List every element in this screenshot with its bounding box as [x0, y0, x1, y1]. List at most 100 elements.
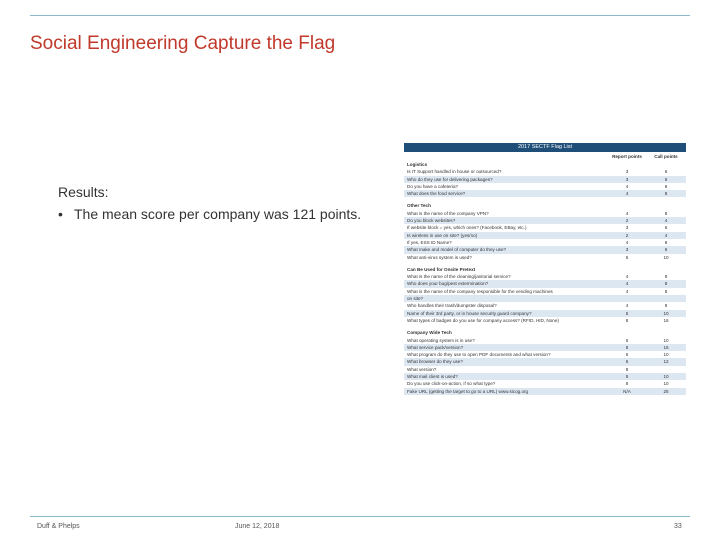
row-report-points: 4 — [625, 281, 629, 287]
table-row: Fake URL (getting the target to go to a … — [404, 387, 686, 395]
row-report-points: 4 — [625, 210, 629, 216]
row-report-points: 4 — [625, 303, 629, 309]
footer-page-number: 33 — [674, 523, 682, 530]
row-report-points: 8 — [625, 317, 629, 323]
table-row: Do you have a cafeteria? 4 8 — [404, 183, 686, 190]
table-row: What anti-virus system is used? 5 10 — [404, 254, 686, 261]
row-question: What does the food service? — [407, 191, 466, 197]
table-row: Do you use click-on-action, if so what t… — [404, 380, 686, 387]
row-question: on site? — [407, 296, 424, 302]
row-report-points — [608, 202, 646, 209]
row-question: What program do they use to open PDF doc… — [407, 352, 551, 358]
row-call-points: 4 — [664, 232, 668, 238]
row-report-points: 5 — [625, 352, 629, 358]
row-call-points — [646, 266, 686, 273]
table-row: Who handles their trash/dumpster disposa… — [404, 302, 686, 309]
flag-list-rows: Logistics Is IT Support handled in house … — [404, 161, 686, 395]
results-block: Results: • The mean score per company wa… — [58, 181, 378, 225]
row-report-points: 3 — [625, 225, 629, 231]
table-row: What mail client is used? 5 10 — [404, 373, 686, 381]
row-question: Do you use click-on-action, if so what t… — [407, 381, 496, 387]
row-question: Can Be Used for Onsite Pretext — [407, 266, 476, 272]
row-call-points: 12 — [663, 359, 669, 365]
table-section-header: Logistics — [404, 161, 686, 168]
table-section-header: Other Tech — [404, 202, 686, 209]
row-call-points: 8 — [664, 281, 668, 287]
table-row: What does the food service? 4 8 — [404, 190, 686, 198]
row-report-points: 3 — [625, 176, 629, 182]
table-row: What make and model of computer do they … — [404, 246, 686, 254]
row-question: Logistics — [407, 162, 428, 167]
row-question: Do you block websites? — [407, 218, 456, 224]
results-heading: Results: — [58, 184, 109, 200]
row-report-points: 2 — [625, 232, 629, 238]
row-question: Company Wide Tech — [407, 330, 452, 336]
row-call-points — [646, 295, 686, 302]
row-report-points: 4 — [625, 239, 629, 245]
row-report-points: 3 — [625, 247, 629, 253]
table-row: Who do they use for delivering packages?… — [404, 175, 686, 183]
row-question: What operating system is in use? — [407, 337, 475, 343]
row-call-points — [646, 202, 686, 209]
row-call-points: 10 — [663, 254, 669, 260]
row-question: Do you have a cafeteria? — [407, 183, 459, 189]
row-call-points: 8 — [664, 274, 668, 280]
row-question: Is IT Support handled in house or outsou… — [407, 169, 502, 175]
table-row: What service pack/version? 8 16 — [404, 343, 686, 352]
row-question: What is the name of the company responsi… — [407, 288, 553, 294]
row-call-points — [646, 366, 686, 373]
footer-date: June 12, 2018 — [235, 523, 280, 530]
table-row: What types of badges do you use for comp… — [404, 317, 686, 324]
top-divider — [30, 15, 690, 16]
row-call-points: 16 — [663, 344, 669, 350]
row-report-points: 8 — [625, 381, 629, 387]
row-call-points: 6 — [664, 176, 668, 182]
footer-company: Duff & Phelps — [37, 523, 80, 530]
row-report-points: 5 — [625, 374, 629, 380]
row-report-points: 4 — [625, 191, 629, 197]
table-row: Is IT Support handled in house or outsou… — [404, 168, 686, 175]
row-call-points: 8 — [664, 191, 668, 197]
row-question: Who do they use for delivering packages? — [407, 176, 493, 182]
row-call-points: 6 — [664, 169, 668, 175]
row-call-points: 8 — [664, 303, 668, 309]
table-section-header: Can Be Used for Onsite Pretext — [404, 266, 686, 273]
bullet-icon: • — [58, 206, 63, 222]
row-report-points: 3 — [625, 169, 629, 175]
row-question: Other Tech — [407, 203, 431, 209]
header-call-points: Call points — [654, 154, 678, 159]
row-question: Name of their 3rd party, or in house sec… — [407, 310, 532, 316]
row-question: If yes, ESS ID Name? — [407, 239, 452, 245]
row-call-points: 8 — [664, 288, 668, 294]
row-call-points: 10 — [663, 310, 669, 316]
row-report-points — [608, 266, 646, 273]
row-call-points: 8 — [664, 239, 668, 245]
row-call-points — [646, 161, 686, 168]
row-question: What mail client is used? — [407, 374, 458, 380]
row-call-points: 10 — [663, 381, 669, 387]
table-row: What browser do they use? 5 12 — [404, 358, 686, 366]
row-question: If website block = yes, which ones? (Fac… — [407, 225, 527, 231]
row-question: What is the name of the company VPN? — [407, 210, 489, 216]
row-report-points — [608, 295, 646, 302]
row-report-points — [608, 161, 646, 168]
row-report-points: 2 — [625, 218, 629, 224]
row-question: Who does your bug/pest extermination? — [407, 281, 489, 287]
flag-list-title: 2017 SECTF Flag List — [404, 143, 686, 152]
row-question: Who handles their trash/dumpster disposa… — [407, 303, 497, 309]
row-call-points: 10 — [663, 337, 669, 343]
row-call-points: 10 — [663, 374, 669, 380]
row-report-points: 5 — [625, 310, 629, 316]
table-row: What version? 8 — [404, 366, 686, 373]
flag-list-table: 2017 SECTF Flag List Report points Call … — [404, 143, 686, 428]
header-report-points: Report points — [612, 154, 642, 159]
table-row: Is wireless in use on site? (yes/no) 2 4 — [404, 231, 686, 239]
row-question: What types of badges do you use for comp… — [407, 317, 559, 323]
table-row: Name of their 3rd party, or in house sec… — [404, 309, 686, 317]
row-report-points: 4 — [625, 288, 629, 294]
table-row: If website block = yes, which ones? (Fac… — [404, 224, 686, 231]
table-row: What program do they use to open PDF doc… — [404, 351, 686, 358]
slide-title: Social Engineering Capture the Flag — [30, 33, 336, 54]
table-row: What operating system is in use? 5 10 — [404, 337, 686, 344]
table-row: on site? — [404, 295, 686, 303]
